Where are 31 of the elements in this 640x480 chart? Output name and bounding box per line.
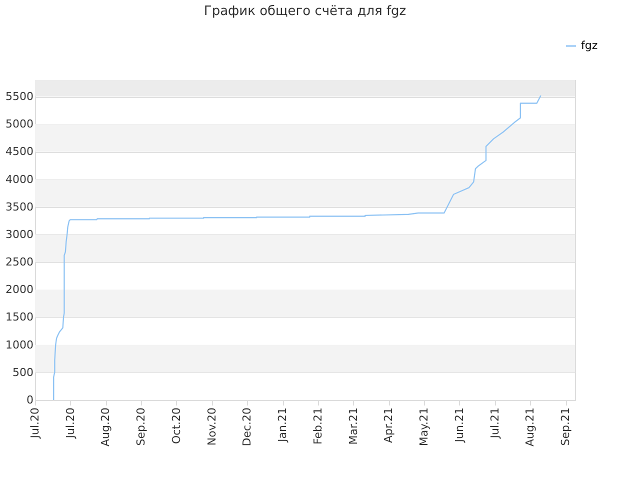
y-tick-label: 5500 bbox=[6, 90, 34, 104]
y-tick-label: 5000 bbox=[6, 118, 34, 131]
x-tick-label: Nov.20 bbox=[205, 408, 218, 446]
x-tick-label: Jun.21 bbox=[452, 408, 466, 444]
x-tick-label: Aug.21 bbox=[524, 408, 537, 446]
y-tick-label: 2000 bbox=[6, 283, 34, 296]
line-series bbox=[53, 94, 542, 401]
chart-title: График общего счёта для fgz bbox=[204, 4, 406, 19]
x-tick-label: May.21 bbox=[418, 408, 431, 446]
y-tick-label: 1000 bbox=[6, 338, 34, 352]
legend-label: fgz bbox=[581, 39, 598, 52]
x-tick-label: Mar.21 bbox=[346, 408, 360, 445]
y-tick-label: 1500 bbox=[6, 310, 34, 324]
y-tick-label: 2500 bbox=[6, 256, 34, 269]
x-tick-label: Sep.20 bbox=[134, 408, 148, 446]
x-tick-label: Jul.20 bbox=[28, 408, 42, 440]
y-tick-label: 500 bbox=[12, 366, 34, 379]
x-tick-label: Dec.20 bbox=[240, 408, 254, 446]
x-tick-label: Oct.20 bbox=[170, 408, 183, 444]
y-tick-label: 0 bbox=[26, 394, 34, 406]
x-tick-label: Jul.21 bbox=[488, 408, 502, 440]
x-tick-label: Sep.21 bbox=[559, 408, 572, 446]
y-tick-label: 4500 bbox=[6, 145, 34, 158]
y-tick-label: 3500 bbox=[6, 200, 34, 214]
y-tick-label: 4000 bbox=[6, 172, 34, 186]
x-tick-label: Feb.21 bbox=[311, 408, 324, 444]
x-tick-label: Jul.20 bbox=[64, 408, 77, 440]
y-tick-label: 3000 bbox=[6, 228, 34, 241]
x-tick-label: Jan.21 bbox=[276, 408, 290, 443]
x-tick-label: Aug.20 bbox=[99, 408, 112, 446]
x-tick-label: Apr.21 bbox=[382, 408, 396, 444]
